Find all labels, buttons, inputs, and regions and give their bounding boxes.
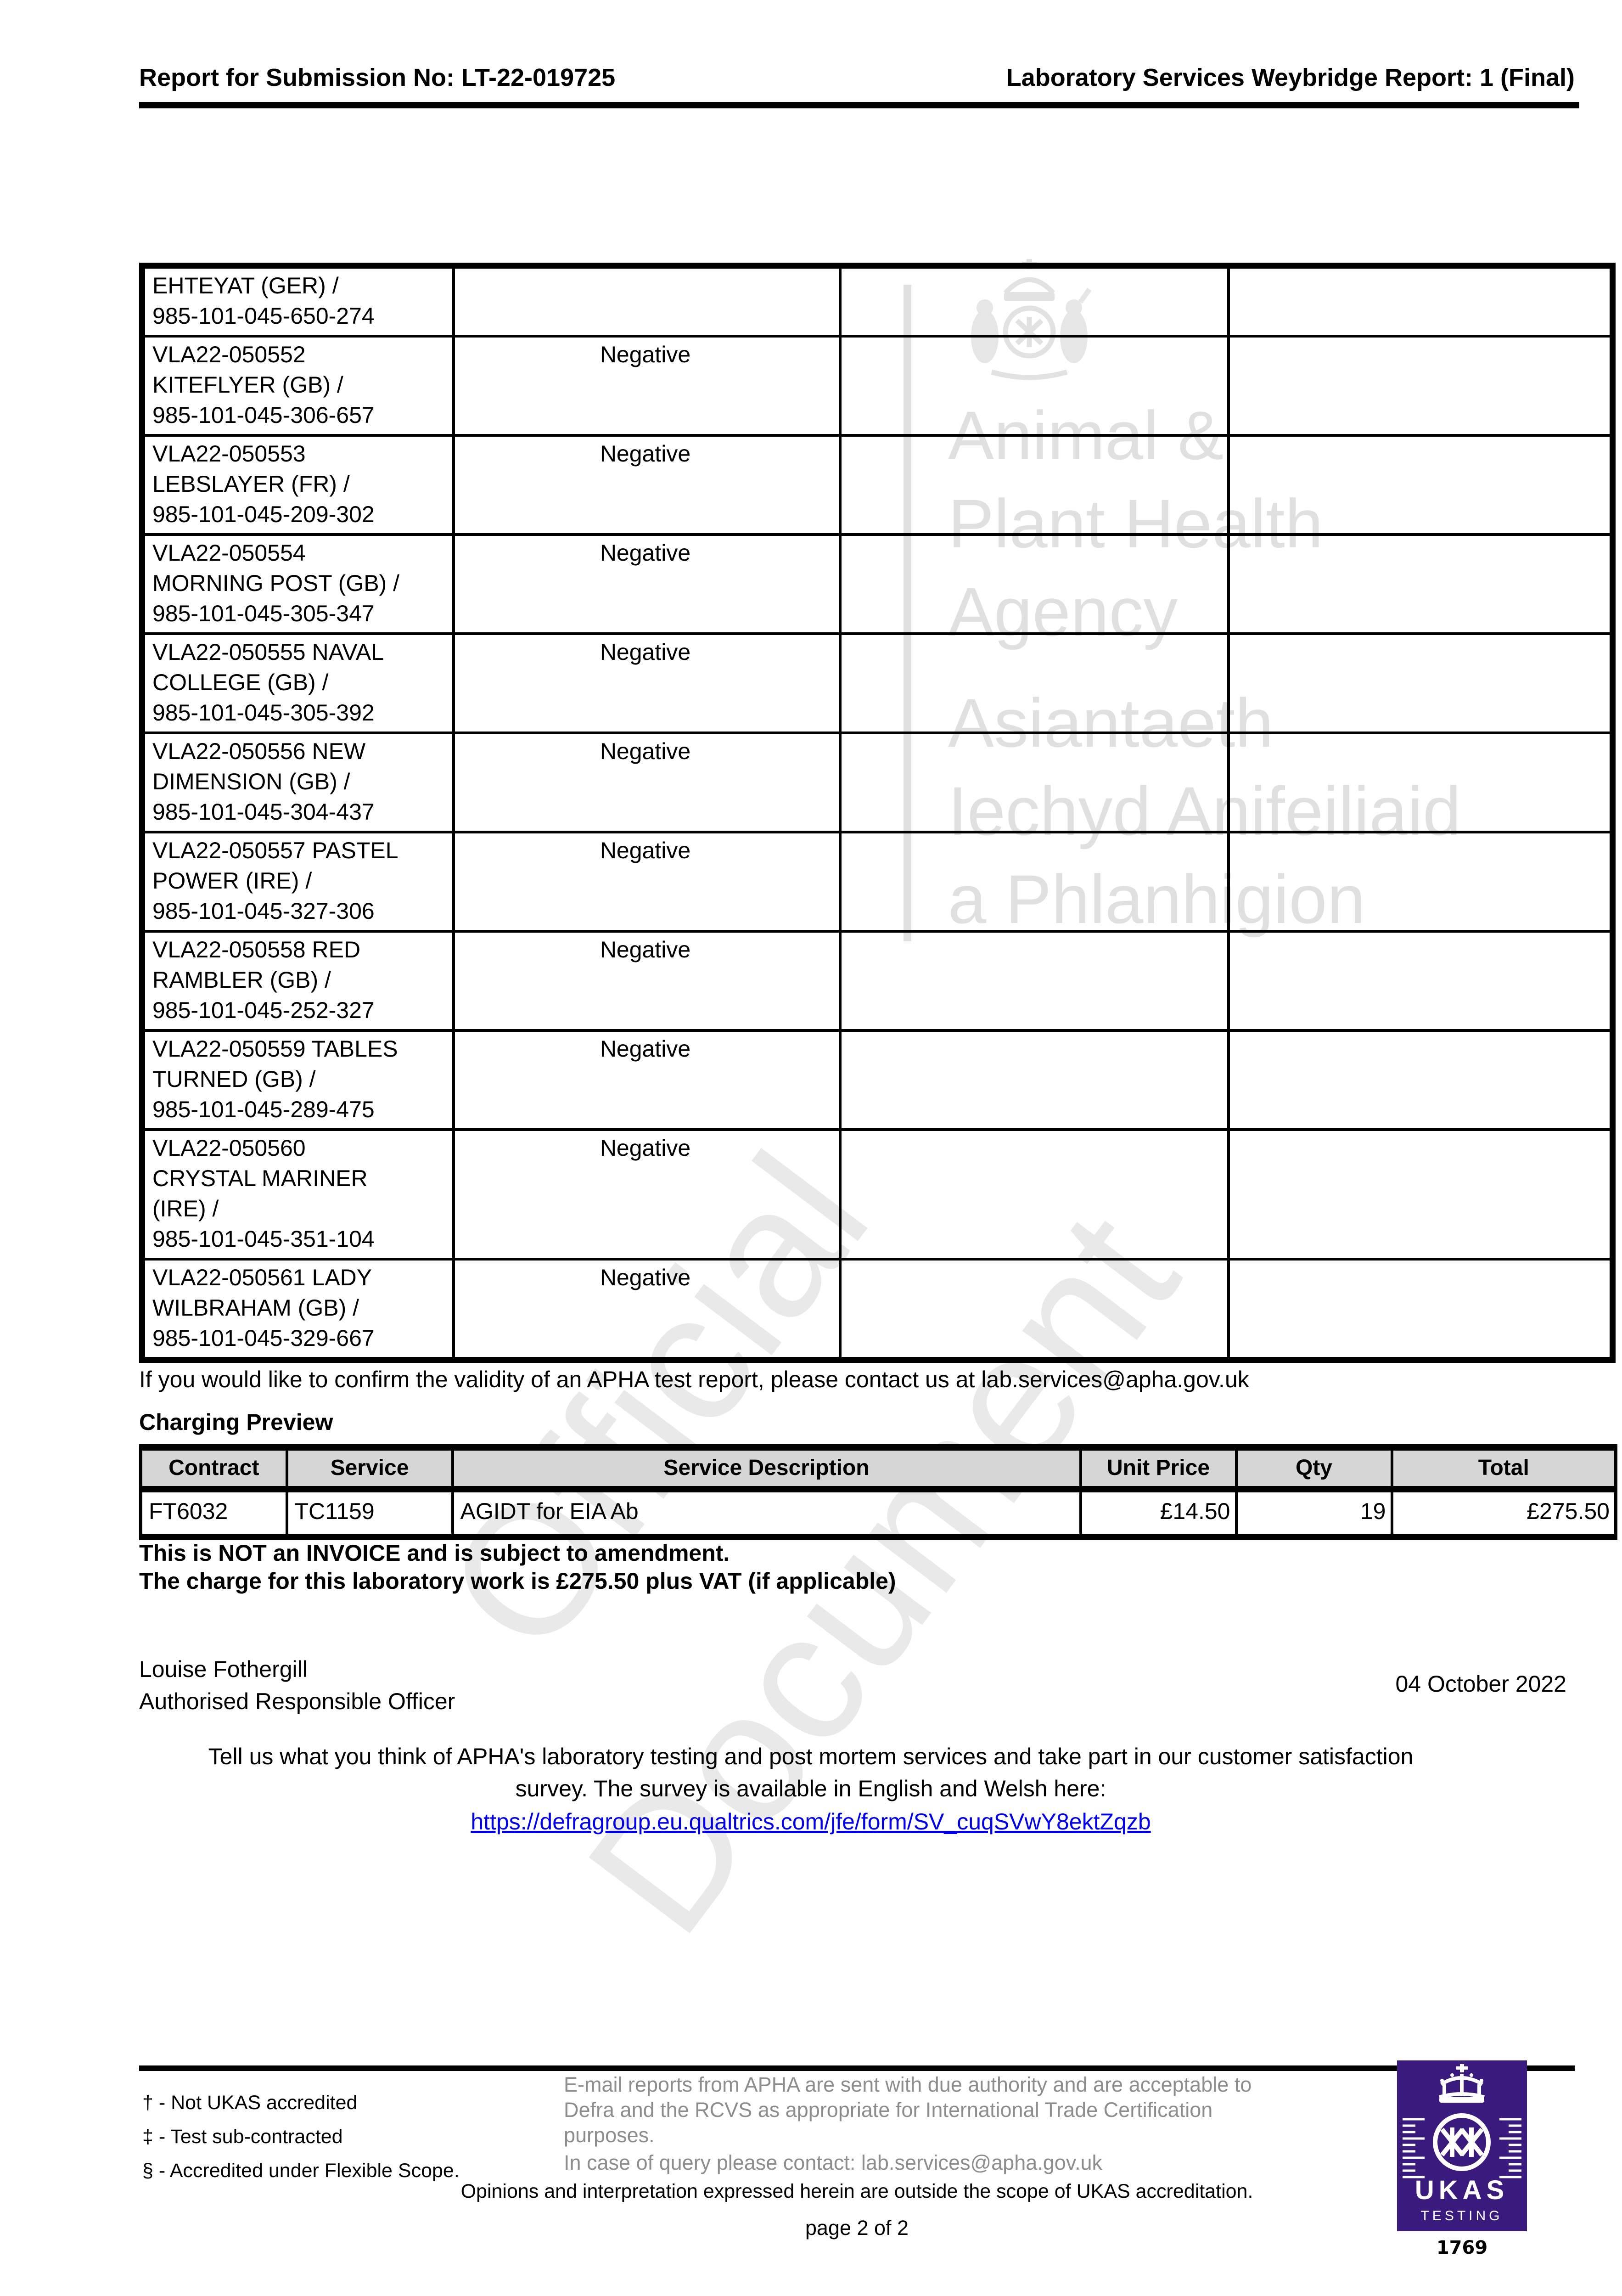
table-row: VLA22-050557 PASTEL POWER (IRE) / 985-10… bbox=[140, 831, 1614, 933]
results-table: EHTEYAT (GER) / 985-101-045-650-274 VLA2… bbox=[139, 263, 1616, 1363]
service-value: TC1159 bbox=[285, 1488, 454, 1538]
header-rule bbox=[139, 102, 1579, 108]
ukas-testing-logo: UKAS TESTING bbox=[1397, 2060, 1527, 2231]
table-row: EHTEYAT (GER) / 985-101-045-650-274 bbox=[140, 264, 1614, 338]
table-row: VLA22-050556 NEW DIMENSION (GB) / 985-10… bbox=[140, 732, 1614, 833]
ukas-category-label: TESTING bbox=[1420, 2208, 1503, 2223]
total-value: £275.50 bbox=[1390, 1488, 1617, 1538]
charging-header-row: Contract Service Service Description Uni… bbox=[139, 1446, 1617, 1492]
col-header-unit-price: Unit Price bbox=[1079, 1446, 1238, 1492]
crown-icon bbox=[1438, 2064, 1485, 2103]
col-header-qty: Qty bbox=[1235, 1446, 1393, 1492]
charging-preview-title: Charging Preview bbox=[139, 1409, 333, 1435]
sample-id: VLA22-050554 MORNING POST (GB) / 985-101… bbox=[140, 533, 455, 635]
unit-price-value: £14.50 bbox=[1079, 1488, 1238, 1538]
test-result: Negative bbox=[452, 632, 842, 734]
test-result: Negative bbox=[452, 732, 842, 833]
accreditation-legend: † - Not UKAS accredited ‡ - Test sub-con… bbox=[142, 2092, 460, 2182]
charging-table: Contract Service Service Description Uni… bbox=[139, 1444, 1617, 1540]
sample-id: VLA22-050560 CRYSTAL MARINER (IRE) / 985… bbox=[140, 1128, 455, 1261]
ukas-emblem-icon bbox=[1433, 2113, 1491, 2171]
ukas-label: UKAS bbox=[1415, 2175, 1509, 2205]
sample-id: VLA22-050556 NEW DIMENSION (GB) / 985-10… bbox=[140, 732, 455, 833]
table-row: VLA22-050561 LADY WILBRAHAM (GB) / 985-1… bbox=[140, 1258, 1614, 1362]
sample-id: VLA22-050553 LEBSLAYER (FR) / 985-101-04… bbox=[140, 434, 455, 536]
report-submission-title: Report for Submission No: LT-22-019725 bbox=[139, 64, 616, 91]
sample-id: VLA22-050552 KITEFLYER (GB) / 985-101-04… bbox=[140, 335, 455, 437]
col-header-total: Total bbox=[1390, 1446, 1617, 1492]
table-row: VLA22-050558 RED RAMBLER (GB) / 985-101-… bbox=[140, 930, 1614, 1032]
survey-link-wrap: https://defragroup.eu.qualtrics.com/jfe/… bbox=[81, 1808, 1541, 1835]
table-row: VLA22-050559 TABLES TURNED (GB) / 985-10… bbox=[140, 1029, 1614, 1131]
test-result: Negative bbox=[452, 335, 842, 437]
col-header-contract: Contract bbox=[139, 1446, 288, 1492]
sample-id: VLA22-050561 LADY WILBRAHAM (GB) / 985-1… bbox=[140, 1258, 455, 1362]
col-header-description: Service Description bbox=[451, 1446, 1082, 1492]
test-result: Negative bbox=[452, 533, 842, 635]
report-date: 04 October 2022 bbox=[1395, 1671, 1567, 1697]
query-contact-note: In case of query please contact: lab.ser… bbox=[564, 2151, 1103, 2174]
test-result: Negative bbox=[452, 930, 842, 1032]
signatory-role: Authorised Responsible Officer bbox=[139, 1688, 455, 1714]
test-result: Negative bbox=[452, 434, 842, 536]
ruler-ticks-left bbox=[1403, 2118, 1425, 2178]
col-header-service: Service bbox=[285, 1446, 454, 1492]
ukas-accreditation-number: 1769 bbox=[1436, 2237, 1488, 2258]
report-header-right: Laboratory Services Weybridge Report: 1 … bbox=[1006, 64, 1575, 91]
description-value: AGIDT for EIA Ab bbox=[451, 1488, 1082, 1538]
test-result bbox=[452, 264, 842, 338]
table-row: VLA22-050552 KITEFLYER (GB) / 985-101-04… bbox=[140, 335, 1614, 437]
signatory-name: Louise Fothergill bbox=[139, 1656, 308, 1682]
footer-rule bbox=[139, 2065, 1575, 2071]
sample-id: VLA22-050559 TABLES TURNED (GB) / 985-10… bbox=[140, 1029, 455, 1131]
ruler-ticks-right bbox=[1499, 2118, 1521, 2178]
opinions-note: Opinions and interpretation expressed he… bbox=[460, 2180, 1253, 2202]
charging-data-row: FT6032 TC1159 AGIDT for EIA Ab £14.50 19… bbox=[139, 1488, 1617, 1538]
qty-value: 19 bbox=[1235, 1488, 1393, 1538]
email-authority-note: E-mail reports from APHA are sent with d… bbox=[564, 2073, 1252, 2147]
validity-note: If you would like to confirm the validit… bbox=[139, 1367, 1249, 1392]
sample-id: EHTEYAT (GER) / 985-101-045-650-274 bbox=[140, 264, 455, 338]
sample-id: VLA22-050558 RED RAMBLER (GB) / 985-101-… bbox=[140, 930, 455, 1032]
table-row: VLA22-050554 MORNING POST (GB) / 985-101… bbox=[140, 533, 1614, 635]
survey-link[interactable]: https://defragroup.eu.qualtrics.com/jfe/… bbox=[471, 1809, 1151, 1835]
sample-id: VLA22-050555 NAVAL COLLEGE (GB) / 985-10… bbox=[140, 632, 455, 734]
survey-invitation-text: Tell us what you think of APHA's laborat… bbox=[208, 1744, 1414, 1801]
sample-id: VLA22-050557 PASTEL POWER (IRE) / 985-10… bbox=[140, 831, 455, 933]
test-result: Negative bbox=[452, 1128, 842, 1261]
page-number: page 2 of 2 bbox=[805, 2216, 909, 2240]
test-result: Negative bbox=[452, 1029, 842, 1131]
test-result: Negative bbox=[452, 1258, 842, 1362]
test-result: Negative bbox=[452, 831, 842, 933]
table-row: VLA22-050555 NAVAL COLLEGE (GB) / 985-10… bbox=[140, 632, 1614, 734]
contract-value: FT6032 bbox=[139, 1488, 288, 1538]
table-row: VLA22-050560 CRYSTAL MARINER (IRE) / 985… bbox=[140, 1128, 1614, 1261]
charge-notice: The charge for this laboratory work is £… bbox=[139, 1568, 896, 1594]
invoice-notice: This is NOT an INVOICE and is subject to… bbox=[139, 1540, 730, 1566]
table-row: VLA22-050553 LEBSLAYER (FR) / 985-101-04… bbox=[140, 434, 1614, 536]
